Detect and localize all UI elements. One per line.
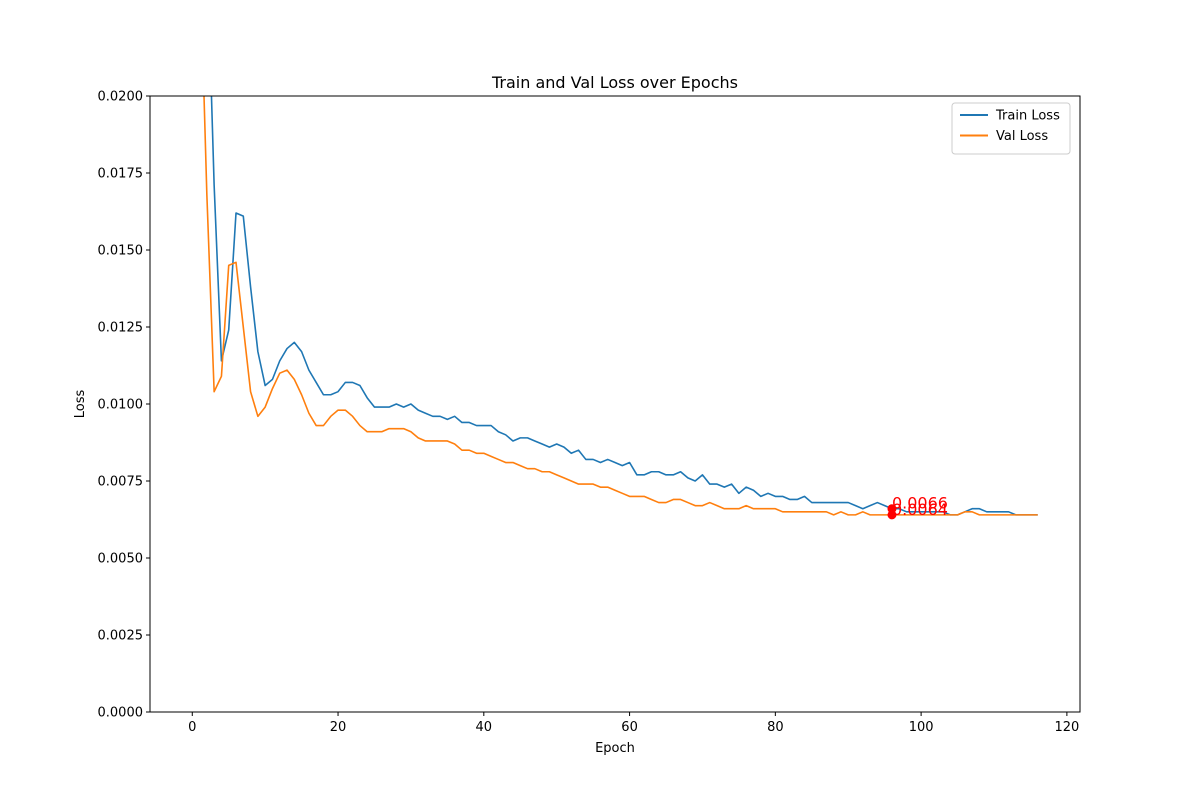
annotation-label: 0.0066 <box>892 494 948 513</box>
annotation-point <box>887 510 897 520</box>
annotation-label: 0.0064 <box>892 500 948 519</box>
series-line <box>210 96 1038 516</box>
y-tick-label: 0.0150 <box>98 244 144 259</box>
x-tick-label: 120 <box>1054 720 1079 735</box>
y-axis-label: Loss <box>73 390 88 419</box>
y-tick-label: 0.0175 <box>98 167 144 182</box>
y-tick-label: 0.0200 <box>98 90 144 105</box>
x-tick-label: 60 <box>621 720 638 735</box>
y-tick-label: 0.0000 <box>98 706 144 721</box>
legend-label: Val Loss <box>996 129 1048 144</box>
legend-label: Train Loss <box>995 109 1060 124</box>
x-tick-label: 80 <box>767 720 784 735</box>
y-tick-label: 0.0075 <box>98 475 144 490</box>
overlay: 0.0000 0.0025 0.0050 0.0075 0.0100 0.0125 0.01… <box>98 90 1081 735</box>
x-axis-label: Epoch <box>595 741 635 756</box>
y-tick-label: 0.0050 <box>98 552 144 567</box>
y-tick-label: 0.0125 <box>98 321 144 336</box>
series-line <box>203 96 1038 516</box>
chart-title: Train and Val Loss over Epochs <box>491 73 738 92</box>
x-tick-label: 100 <box>909 720 934 735</box>
axes-frame <box>149 95 1081 713</box>
y-tick-label: 0.0025 <box>98 629 144 644</box>
x-tick-label: 20 <box>330 720 347 735</box>
x-tick-label: 0 <box>188 720 196 735</box>
x-tick-label: 40 <box>476 720 493 735</box>
annotation-point <box>887 504 897 514</box>
y-tick-label: 0.0100 <box>98 398 144 413</box>
